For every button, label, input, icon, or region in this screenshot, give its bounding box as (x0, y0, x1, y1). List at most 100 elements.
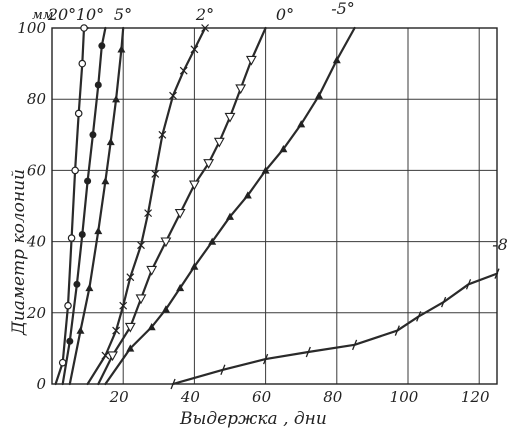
data-point (161, 305, 170, 313)
data-point (64, 301, 72, 310)
series-2 (86, 24, 210, 386)
x-tick-label: 100 (390, 388, 419, 406)
x-tick-label: 20 (109, 388, 130, 406)
data-point (137, 241, 145, 250)
x-tick-label: 60 (252, 388, 272, 406)
y-tick-label: 60 (27, 161, 47, 179)
y-axis-title: Диаметр колоний (9, 169, 29, 336)
data-point (151, 170, 160, 178)
data-point (119, 301, 128, 310)
series-group (54, 24, 500, 390)
series-label: 2° (195, 5, 214, 24)
data-point (80, 24, 88, 32)
x-tick-label: 40 (180, 388, 201, 406)
data-point (297, 120, 306, 128)
series-line (97, 26, 267, 386)
series--5 (104, 26, 356, 386)
data-point (73, 280, 81, 288)
data-point (144, 209, 153, 218)
series--8 (170, 268, 500, 390)
data-point (112, 95, 121, 103)
data-point (112, 326, 121, 335)
x-tick-label: 120 (461, 388, 490, 406)
data-point (465, 279, 472, 290)
data-point (245, 55, 257, 66)
data-point (135, 294, 147, 305)
data-point (126, 273, 135, 282)
series-line (104, 26, 356, 386)
data-point (226, 212, 234, 220)
data-point (146, 265, 158, 276)
data-point (190, 45, 199, 54)
series-line (61, 26, 107, 386)
series-0 (97, 26, 267, 386)
series-5 (68, 26, 126, 386)
y-tick-label: 80 (27, 90, 47, 108)
series-line (171, 272, 499, 386)
data-point (262, 353, 269, 365)
data-point (416, 311, 422, 322)
data-point (261, 166, 270, 174)
y-tick-label: 40 (26, 233, 47, 251)
data-point (220, 364, 226, 376)
series-label: 0° (276, 5, 294, 24)
data-point (101, 351, 110, 360)
y-tick-label: 100 (17, 19, 46, 37)
data-point (235, 84, 247, 95)
y-tick-label: 20 (26, 304, 47, 322)
data-point (126, 344, 135, 352)
data-point (351, 339, 358, 351)
data-point (124, 322, 136, 333)
data-point (160, 237, 172, 248)
series-line (86, 26, 207, 386)
data-point (71, 166, 79, 175)
data-point (84, 177, 92, 185)
data-point (176, 283, 185, 292)
series-10 (61, 26, 107, 386)
data-point (201, 24, 210, 32)
data-point (89, 131, 97, 139)
x-axis-title: Выдержка , дни (179, 409, 327, 429)
data-point (203, 159, 215, 169)
data-point (208, 237, 217, 245)
data-point (179, 66, 188, 75)
data-point (117, 45, 126, 53)
data-point (94, 226, 103, 235)
data-point (170, 378, 176, 390)
series-label: -5° (331, 0, 355, 18)
data-point (78, 59, 87, 68)
labels: мм Диаметр колоний Выдержка , дни 20 40 60… (9, 0, 508, 429)
data-point (174, 208, 186, 219)
data-point (305, 346, 311, 358)
data-point (315, 91, 323, 99)
data-point (279, 145, 288, 153)
series-label: 20° (47, 5, 76, 24)
data-point (243, 191, 252, 199)
series-20 (54, 24, 89, 386)
data-point (94, 81, 102, 89)
data-point (158, 130, 167, 139)
data-point (107, 351, 118, 362)
data-point (332, 56, 341, 64)
data-point (78, 230, 86, 238)
data-point (67, 234, 76, 242)
x-tick-label: 80 (323, 388, 343, 406)
data-point (147, 323, 156, 331)
data-point (190, 262, 199, 270)
series-label: 10° (76, 5, 104, 24)
data-point (213, 137, 225, 148)
data-point (169, 91, 177, 100)
series-label: -8 (492, 235, 508, 254)
data-point (85, 283, 94, 292)
data-point (494, 268, 500, 279)
data-point (440, 296, 447, 308)
data-point (101, 177, 110, 185)
series-label: 5° (114, 5, 132, 24)
data-point (98, 42, 106, 50)
data-point (66, 337, 74, 345)
data-point (394, 325, 400, 336)
y-tick-label: 0 (36, 375, 46, 393)
data-point (74, 109, 83, 118)
